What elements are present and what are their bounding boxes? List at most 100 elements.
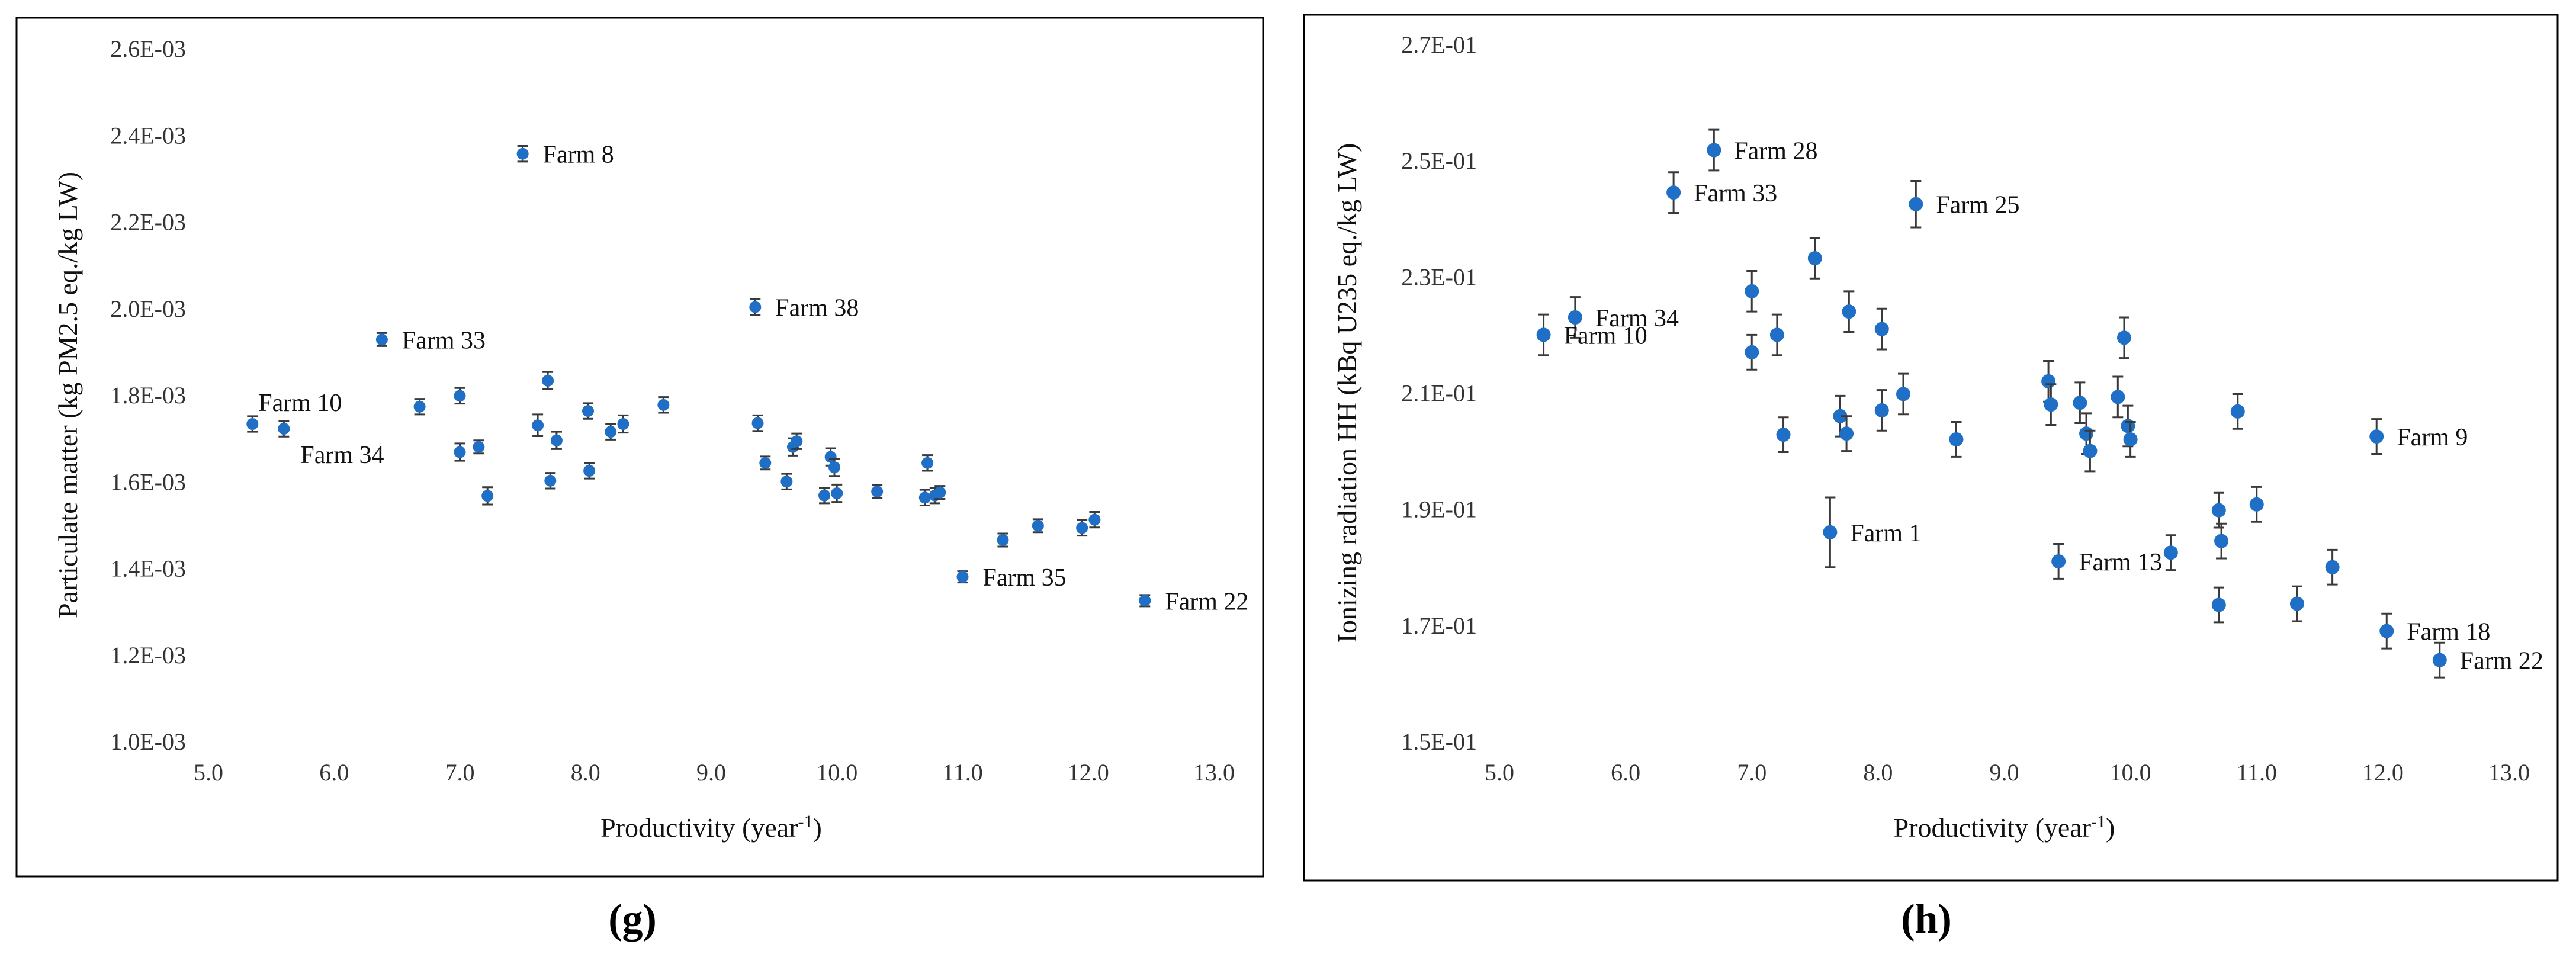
data-point	[2211, 503, 2226, 518]
x-tick-label: 10.0	[2110, 759, 2151, 786]
panel-g-chart: 1.0E-03 1.2E-03 1.4E-03 1.6E-03 1.8E-03 2.0E-…	[15, 17, 1264, 942]
panel-h-border	[1303, 14, 2559, 882]
farm-annotation: Farm 25	[1936, 192, 2019, 219]
data-point	[2214, 534, 2229, 548]
farm-annotation: Farm 34	[1595, 305, 1679, 332]
data-point	[1776, 428, 1791, 442]
farm-annotation: Farm 8	[543, 142, 614, 169]
data-point	[2044, 397, 2058, 412]
farm-annotation: Farm 22	[1165, 588, 1248, 615]
data-point	[1032, 519, 1044, 532]
x-tick-label: 13.0	[1193, 759, 1235, 786]
y-tick-label: 1.8E-03	[110, 382, 186, 409]
data-point	[1949, 432, 1964, 446]
data-point	[918, 491, 931, 504]
y-axis-title: Particulate matter (kg PM2.5 eq./kg LW)	[53, 172, 83, 618]
data-point	[1707, 143, 1721, 158]
y-tick-label: 2.2E-03	[110, 209, 186, 236]
x-tick-label: 5.0	[1485, 759, 1514, 786]
farm-annotation: Farm 10	[1564, 322, 1647, 349]
data-point	[749, 301, 762, 313]
y-axis-title: Ionizing radiation HH (kBq U235 eq./kg L…	[1332, 143, 1362, 643]
data-point	[1874, 403, 1889, 417]
farm-annotation: Farm 1	[1850, 520, 1921, 547]
data-point	[2249, 497, 2264, 512]
y-tick-label: 1.6E-03	[110, 468, 186, 495]
data-point	[2211, 597, 2226, 612]
y-tick-label: 1.4E-03	[110, 555, 186, 582]
y-tick-label: 2.4E-03	[110, 122, 186, 149]
data-point	[1909, 197, 1923, 211]
data-point	[1823, 525, 1838, 539]
x-tick-label: 9.0	[696, 759, 726, 786]
data-point	[246, 417, 259, 430]
data-point	[780, 476, 793, 488]
data-point	[2083, 444, 2098, 458]
x-tick-label: 8.0	[1863, 759, 1893, 786]
data-point	[2123, 432, 2138, 446]
x-tick-label: 12.0	[1068, 759, 1109, 786]
y-tick-label: 2.7E-01	[1401, 31, 1477, 58]
panel-label: (g)	[608, 897, 657, 942]
farm-annotation: Farm 38	[775, 295, 859, 322]
data-point	[934, 486, 946, 499]
data-point	[2116, 330, 2131, 345]
data-point	[532, 419, 544, 432]
x-tick-label: 9.0	[1990, 759, 2019, 786]
data-point	[1833, 409, 1848, 423]
x-axis-title-main: Productivity (year	[1894, 812, 2091, 843]
data-point	[956, 571, 969, 583]
panel-h-chart: 1.5E-01 1.7E-01 1.9E-01 2.1E-01 2.3E-01 2.5E-…	[1303, 14, 2559, 942]
data-point	[1568, 310, 1582, 325]
data-point	[582, 405, 594, 417]
y-tick-label: 1.9E-01	[1401, 496, 1477, 523]
x-axis-title-end: )	[2106, 812, 2115, 843]
panel-g-border	[15, 17, 1264, 878]
farm-annotation: Farm 34	[300, 442, 384, 469]
y-tick-label: 2.3E-01	[1401, 264, 1477, 290]
data-point	[791, 435, 803, 448]
x-tick-label: 8.0	[571, 759, 600, 786]
y-tick-label: 1.5E-01	[1401, 728, 1477, 755]
data-point	[516, 147, 529, 160]
data-point	[617, 417, 629, 430]
data-point	[2289, 596, 2304, 611]
x-axis-title-sup: -1	[798, 812, 813, 831]
data-point	[1745, 345, 1759, 359]
data-point	[1745, 284, 1759, 298]
farm-annotation: Farm 10	[258, 390, 342, 417]
x-tick-label: 13.0	[2488, 759, 2530, 786]
y-tick-label: 2.1E-01	[1401, 380, 1477, 407]
y-tick-label: 1.0E-03	[110, 728, 186, 755]
farm-annotation: Farm 22	[2460, 648, 2543, 675]
y-tick-label: 2.6E-03	[110, 36, 186, 62]
data-point	[544, 474, 557, 487]
farm-annotation: Farm 13	[2079, 549, 2162, 576]
data-point	[2121, 419, 2135, 433]
data-point	[454, 446, 466, 458]
data-point	[454, 390, 466, 402]
data-point	[1536, 327, 1551, 342]
data-point	[2073, 396, 2087, 410]
data-point	[413, 400, 426, 413]
x-axis-title-sup: -1	[2091, 812, 2106, 831]
data-point	[1139, 595, 1151, 607]
data-point	[2051, 554, 2066, 568]
x-tick-label: 11.0	[2236, 759, 2277, 786]
data-point	[1666, 185, 1681, 200]
x-axis-title: Productivity (year-1)	[1894, 812, 2115, 843]
data-point	[278, 423, 290, 435]
x-tick-label: 6.0	[319, 759, 349, 786]
data-point	[2379, 624, 2394, 638]
x-tick-label: 7.0	[1737, 759, 1766, 786]
data-point	[2369, 429, 2384, 444]
x-axis-title-main: Productivity (year	[600, 812, 798, 843]
data-point	[828, 461, 841, 474]
data-point	[473, 441, 485, 453]
data-point	[997, 534, 1009, 546]
x-tick-label: 10.0	[816, 759, 857, 786]
data-point	[1807, 250, 1822, 265]
data-point	[751, 417, 764, 429]
x-tick-label: 6.0	[1611, 759, 1640, 786]
